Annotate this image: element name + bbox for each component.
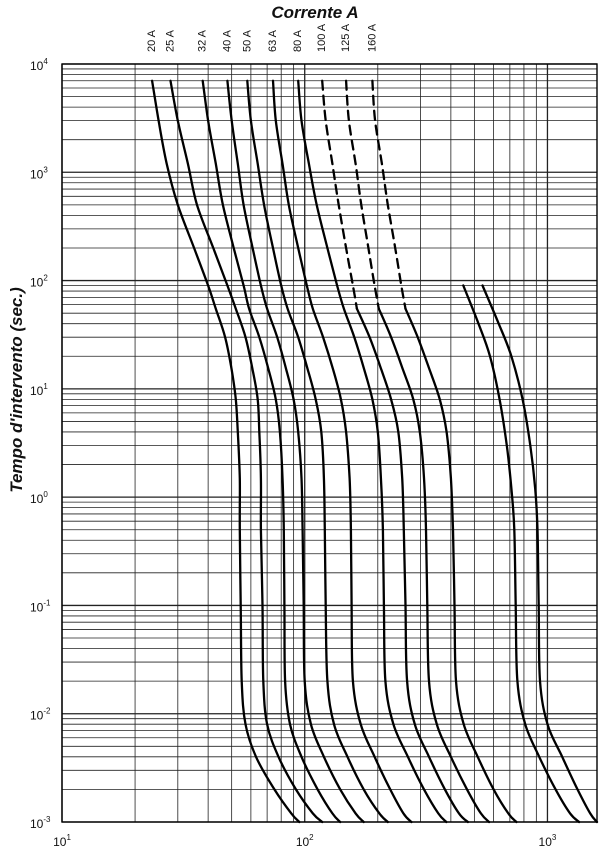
- curve-label: 20 A: [146, 29, 158, 52]
- curve-labels: 20 A 25 A 32 A 40 A 50 A 63 A 80 A 100 A 125 A 16…: [146, 23, 378, 52]
- curve-label: 80 A: [292, 29, 304, 52]
- curve-50a: [246, 79, 389, 824]
- y-tick-label: 102: [30, 274, 48, 290]
- plot-border: [61, 63, 598, 823]
- y-tick-labels: 104 103 102 101 100 10-1 10-2 10-3: [30, 57, 51, 831]
- curve-25a: [169, 79, 324, 824]
- y-tick-label: 10-3: [30, 815, 51, 831]
- curve-80a: [297, 79, 448, 824]
- x-tick-label: 102: [296, 833, 314, 849]
- curve-label: 40 A: [221, 29, 233, 52]
- curve-100a: [355, 307, 470, 824]
- curve-40a: [226, 79, 365, 824]
- curve-32a: [201, 79, 342, 824]
- curve-label: 32 A: [197, 29, 209, 52]
- curve-unlabeled: [462, 284, 581, 824]
- y-tick-label: 10-2: [30, 707, 51, 723]
- curve-label: 50 A: [241, 29, 253, 52]
- curve-20a: [150, 79, 301, 824]
- curve-label: 160 A: [366, 23, 378, 52]
- x-tick-label: 103: [539, 833, 557, 849]
- y-tick-label: 104: [30, 57, 48, 73]
- grid-lines: [61, 63, 597, 823]
- chart-title: Corrente A: [271, 3, 358, 22]
- curves: [150, 79, 599, 824]
- y-tick-label: 10-1: [30, 598, 51, 614]
- y-tick-label: 100: [30, 490, 48, 506]
- curve-label: 63 A: [267, 29, 279, 52]
- x-tick-labels: 101 102 103: [53, 833, 557, 849]
- curve-160a-dashed: [371, 79, 407, 310]
- curve-63a: [271, 79, 413, 824]
- y-tick-label: 103: [30, 165, 48, 181]
- plot-frame: [61, 63, 598, 823]
- y-tick-label: 101: [30, 382, 48, 398]
- curve-unlabeled: [481, 284, 599, 824]
- x-tick-label: 101: [53, 833, 71, 849]
- curve-label: 100 A: [316, 23, 328, 52]
- curve-label: 25 A: [165, 29, 177, 52]
- y-axis-label: Tempo d'intervento (sec.): [7, 287, 26, 493]
- curve-160a: [404, 307, 518, 824]
- curve-125a: [377, 307, 491, 824]
- curve-125a-dashed: [344, 79, 380, 310]
- curve-label: 125 A: [340, 23, 352, 52]
- curve-100a-dashed: [321, 79, 359, 310]
